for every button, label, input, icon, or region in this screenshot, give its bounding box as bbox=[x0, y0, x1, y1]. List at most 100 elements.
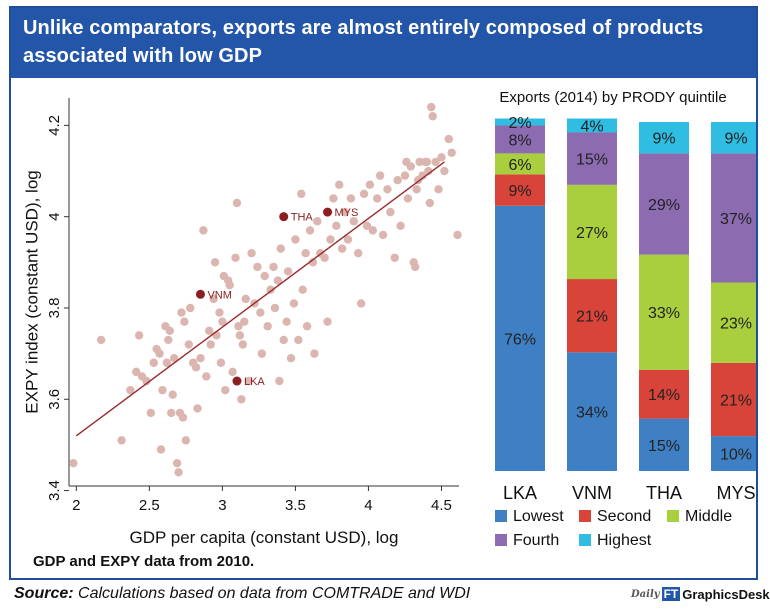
scatter-point bbox=[231, 253, 240, 262]
scatter-point bbox=[298, 285, 307, 294]
scatter-point bbox=[172, 458, 182, 468]
scatter-point bbox=[174, 468, 183, 477]
scatter-point bbox=[437, 153, 446, 162]
y-tick-label: 4 bbox=[46, 213, 63, 221]
bar-data-label: 10% bbox=[720, 447, 752, 464]
scatter-point bbox=[323, 317, 332, 326]
scatter-point bbox=[186, 303, 195, 313]
source-label: Source: bbox=[14, 585, 74, 602]
logo-daily: Daily bbox=[631, 588, 660, 600]
scatter-point bbox=[354, 249, 363, 258]
legend-label: Lowest bbox=[513, 508, 564, 525]
scatter-point bbox=[206, 340, 215, 349]
scatter-point bbox=[390, 253, 399, 262]
bar-category-label: THA bbox=[646, 483, 682, 503]
bar-data-label: 14% bbox=[648, 387, 680, 404]
chart-area: 2 2.5 3 3.5 4 4.5 3.4 3.6 3.8 4 4.2 GDP per capita … bbox=[11, 78, 756, 553]
legend-label: Fourth bbox=[513, 532, 559, 549]
bar-data-label: 2% bbox=[508, 115, 531, 132]
scatter-point bbox=[126, 385, 135, 395]
scatter-point bbox=[263, 322, 272, 331]
scatter-point bbox=[205, 326, 214, 335]
scatter-point bbox=[346, 194, 356, 203]
scatter-point bbox=[356, 299, 366, 308]
bar-segment bbox=[495, 174, 545, 206]
bar-segment bbox=[495, 125, 545, 154]
scatter-point bbox=[253, 262, 262, 272]
bar-segment bbox=[639, 153, 689, 255]
bar-data-label: 9% bbox=[724, 131, 747, 148]
bar-data-label: 15% bbox=[576, 152, 608, 169]
scatter-point bbox=[440, 166, 449, 176]
highlight-label: MYS bbox=[335, 207, 359, 219]
bar-data-label: 4% bbox=[580, 118, 603, 135]
legend-label: Second bbox=[597, 508, 651, 525]
scatter-point bbox=[402, 157, 411, 167]
scatter-point bbox=[210, 258, 220, 267]
scatter-point bbox=[221, 385, 230, 395]
page-title: Unlike comparators, exports are almost e… bbox=[11, 8, 756, 78]
scatter-point bbox=[410, 262, 420, 272]
source-line: Source: Calculations based on data from … bbox=[14, 585, 470, 603]
scatter-point bbox=[403, 194, 413, 203]
scatter-point bbox=[286, 353, 296, 363]
scatter-point bbox=[305, 226, 315, 235]
scatter-point bbox=[270, 303, 280, 313]
scatter-point bbox=[332, 221, 341, 231]
data-note: GDP and EXPY data from 2010. bbox=[33, 553, 255, 570]
scatter-point bbox=[453, 230, 462, 240]
stacked-bar-chart: Exports (2014) by PRODY quintile 76% 9% 6% 8… bbox=[495, 89, 756, 549]
highlight-point bbox=[195, 289, 205, 299]
legend-swatch bbox=[579, 534, 591, 546]
scatter-point bbox=[400, 171, 410, 180]
scatter-point bbox=[375, 171, 385, 180]
scatter-point bbox=[276, 244, 285, 253]
bar-segment bbox=[567, 279, 617, 353]
bar-data-label: 21% bbox=[576, 309, 608, 326]
scatter-point bbox=[216, 358, 226, 367]
logo-text: GraphicsDesk bbox=[682, 586, 770, 602]
scatter-point bbox=[362, 221, 372, 231]
scatter-point bbox=[156, 445, 166, 454]
scatter-point bbox=[232, 198, 242, 208]
x-tick-label: 3 bbox=[218, 497, 226, 514]
scatter-point bbox=[158, 385, 167, 395]
bar-segment bbox=[567, 132, 617, 185]
scatter-point bbox=[273, 276, 283, 285]
legend-swatch bbox=[495, 510, 507, 522]
legend-swatch bbox=[667, 510, 679, 522]
scatter-point bbox=[415, 157, 424, 167]
bar-segment bbox=[567, 184, 617, 280]
bar-category-label: MYS bbox=[716, 483, 755, 503]
scatter-point bbox=[326, 235, 335, 244]
scatter-point bbox=[257, 349, 267, 358]
scatter-point bbox=[165, 326, 174, 335]
scatter-point bbox=[283, 267, 293, 276]
fit-line bbox=[75, 161, 445, 437]
scatter-point bbox=[291, 235, 300, 244]
scatter-point bbox=[444, 134, 453, 144]
scatter-point bbox=[237, 395, 246, 404]
scatter-point bbox=[349, 217, 359, 226]
scatter-point bbox=[218, 317, 227, 326]
scatter-point bbox=[393, 175, 402, 185]
scatter-point bbox=[297, 189, 306, 199]
scatter-point bbox=[302, 322, 312, 331]
scatter-point bbox=[240, 317, 249, 326]
scatter-point bbox=[162, 358, 172, 367]
highlight-point bbox=[279, 212, 289, 222]
scatter-point bbox=[146, 408, 155, 418]
scatter-point bbox=[425, 198, 434, 208]
y-tick-label: 3.8 bbox=[46, 298, 63, 319]
bar-data-label: 15% bbox=[648, 438, 680, 455]
scatter-point bbox=[378, 230, 388, 240]
scatter-point bbox=[149, 358, 158, 367]
scatter-point bbox=[184, 340, 193, 349]
scatter-point bbox=[279, 335, 288, 345]
scatter-point bbox=[337, 244, 347, 253]
bar-data-label: 29% bbox=[648, 197, 680, 214]
x-tick-label: 4.5 bbox=[431, 497, 452, 514]
scatter-point bbox=[320, 253, 329, 262]
scatter-point bbox=[412, 185, 421, 194]
highlight-label: VNM bbox=[207, 289, 231, 301]
